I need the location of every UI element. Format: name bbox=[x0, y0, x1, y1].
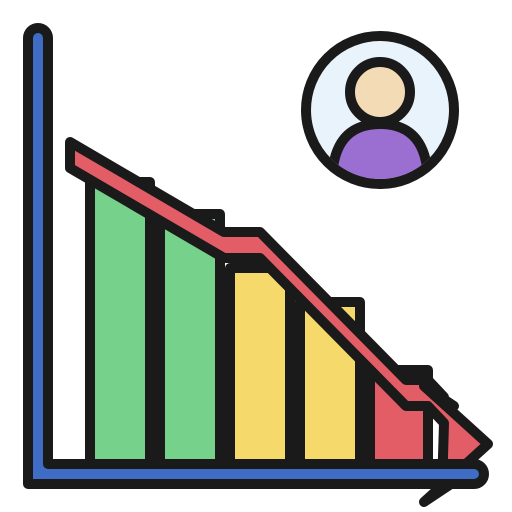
user-avatar bbox=[306, 36, 454, 184]
bars bbox=[90, 182, 428, 472]
bar-1 bbox=[90, 182, 150, 472]
bar-3 bbox=[230, 268, 290, 472]
attrition-chart-icon bbox=[0, 0, 512, 512]
avatar-head bbox=[350, 62, 410, 122]
